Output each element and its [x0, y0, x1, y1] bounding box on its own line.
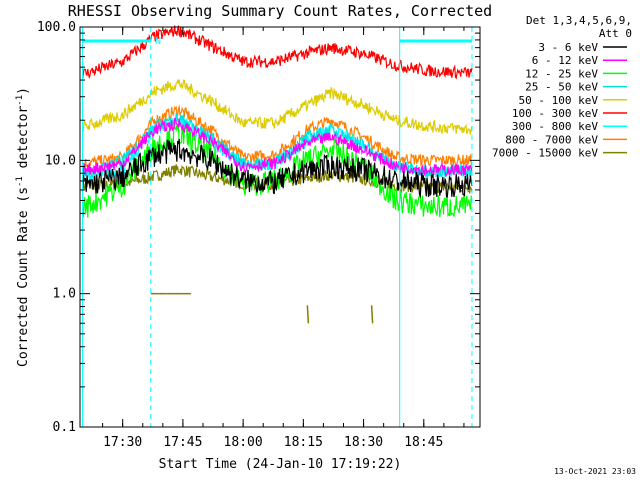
series-line-4 — [81, 78, 473, 135]
timestamp: 13-Oct-2021 23:03 — [554, 467, 636, 476]
chart-title: RHESSI Observing Summary Count Rates, Co… — [68, 2, 492, 20]
flag-label: N — [155, 36, 161, 47]
series-layer — [81, 25, 473, 324]
y-tick-label-2: 10.0 — [45, 153, 76, 168]
legend-label-0: 3 - 6 keV — [538, 41, 598, 54]
y-axis-label: Corrected Count Rate (s-1 detector-1) — [15, 87, 31, 367]
x-tick-label-4: 18:30 — [344, 435, 383, 450]
legend-label-1: 6 - 12 keV — [532, 54, 599, 67]
plot-frame — [79, 26, 481, 428]
series-line-7 — [81, 117, 473, 178]
x-tick-label-0: 17:30 — [103, 435, 142, 450]
y-axis-label-sup1: -1 — [15, 176, 25, 187]
y-axis-label-end: ) — [16, 87, 31, 95]
legend-label-4: 50 - 100 keV — [519, 94, 599, 107]
y-axis-label-main: Corrected Count Rate (s — [16, 187, 31, 367]
y-axis-label-mid: detector — [16, 106, 31, 177]
legend-label-8: 7000 - 15000 keV — [492, 147, 598, 160]
y-tick-label-1: 1.0 — [53, 287, 76, 302]
x-tick-label-2: 18:00 — [224, 435, 263, 450]
legend-label-2: 12 - 25 keV — [525, 67, 598, 80]
legend-label-6: 300 - 800 keV — [512, 120, 598, 133]
x-tick-label-5: 18:45 — [404, 435, 443, 450]
legend-header-line1: Det 1,3,4,5,6,9, — [526, 14, 632, 27]
series-line-3 — [81, 25, 473, 80]
sparse-point-5 — [306, 305, 310, 324]
x-tick-label-1: 17:45 — [163, 435, 202, 450]
y-axis: 0.1 1.0 10.0 100.0 — [37, 20, 480, 435]
y-tick-label-3: 100.0 — [37, 20, 76, 35]
y-axis-label-sup2: -1 — [15, 95, 25, 106]
y-tick-label-0: 0.1 — [53, 420, 76, 435]
series-line-8 — [81, 138, 473, 199]
legend-header-line2: Att 0 — [599, 27, 632, 40]
x-axis: 17:30 17:45 18:00 18:15 18:30 18:45 — [102, 27, 465, 450]
marker-layer — [82, 27, 473, 427]
sparse-point-6 — [370, 305, 374, 324]
legend-label-5: 100 - 300 keV — [512, 107, 598, 120]
x-tick-label-3: 18:15 — [284, 435, 323, 450]
legend-label-3: 25 - 50 keV — [525, 81, 598, 94]
legend-label-7: 800 - 7000 keV — [505, 133, 598, 146]
x-axis-label: Start Time (24-Jan-10 17:19:22) — [159, 457, 402, 472]
